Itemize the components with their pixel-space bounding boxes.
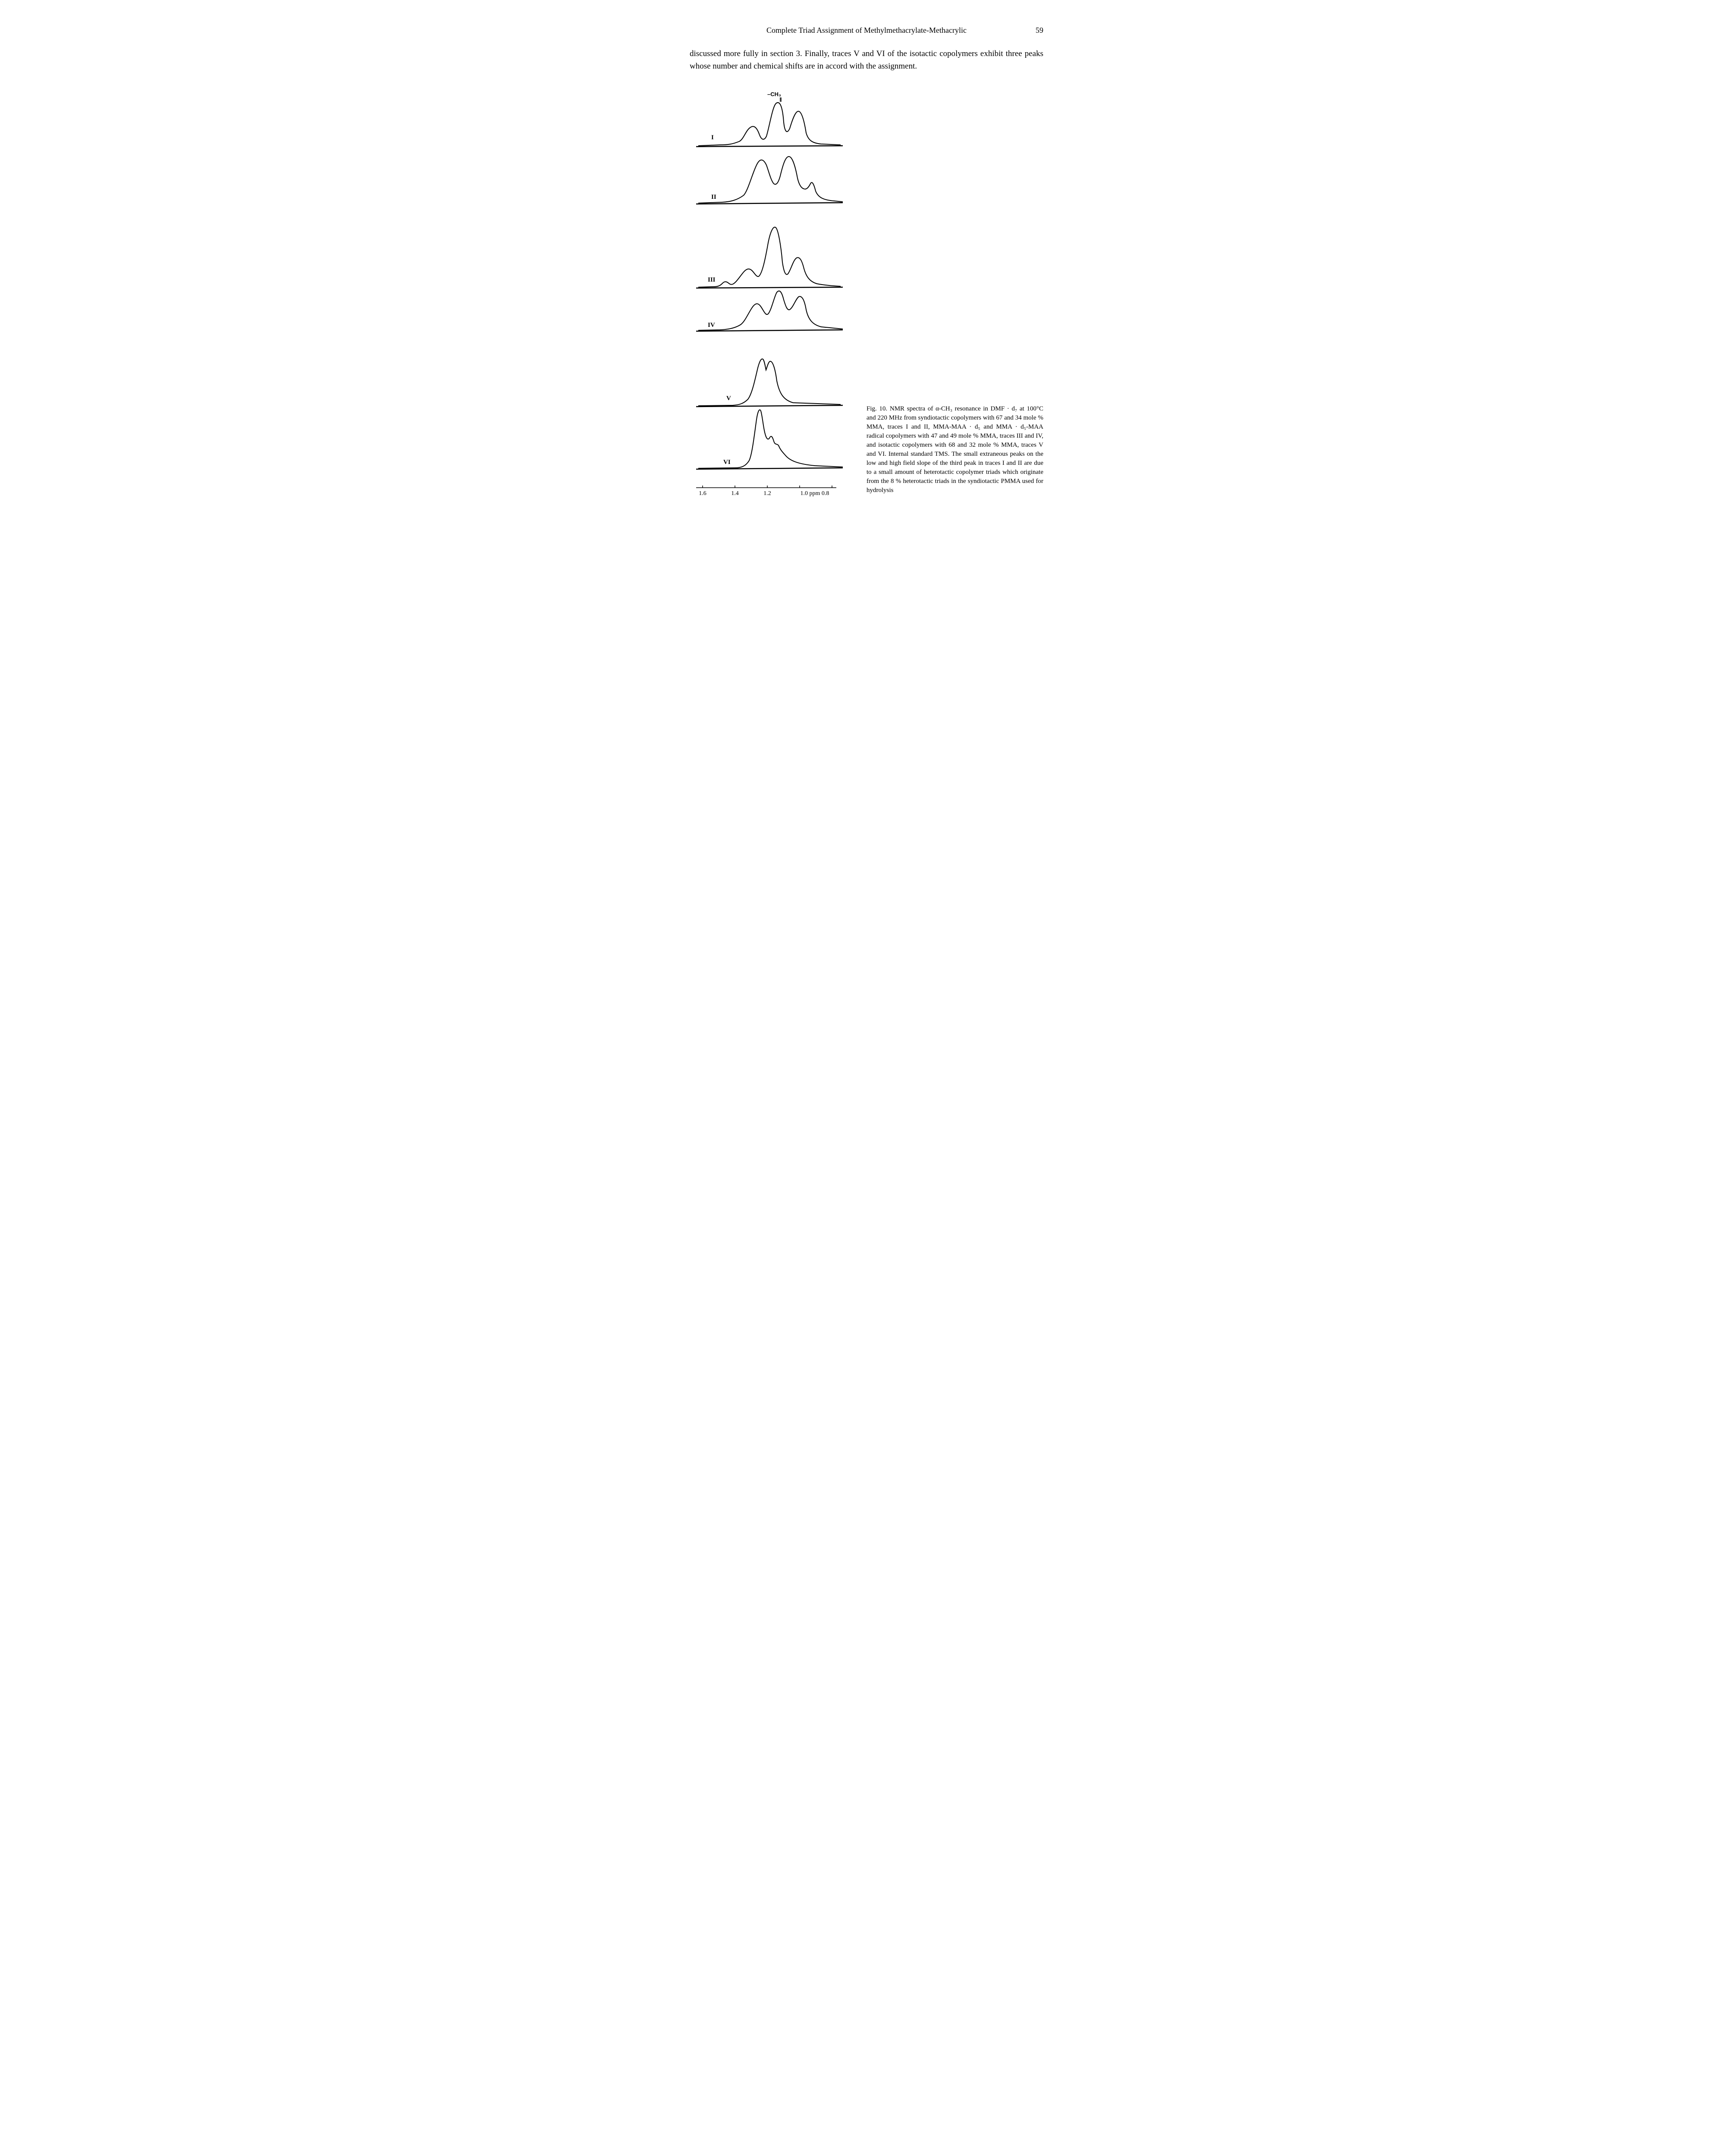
- trace-3-baseline: [696, 287, 843, 288]
- running-title: Complete Triad Assignment of Methylmetha…: [707, 26, 1026, 35]
- trace-1-curve: [698, 103, 841, 146]
- ch3-label: –CH₃: [767, 91, 781, 97]
- figure-column: –CH₃ I II III IV: [690, 90, 854, 499]
- body-paragraph: discussed more fully in section 3. Final…: [690, 48, 1043, 72]
- trace-label-5: V: [726, 395, 731, 402]
- trace-label-4: IV: [708, 322, 715, 329]
- axis-tick-0: 1.6: [699, 490, 706, 497]
- trace-label-3: III: [708, 276, 716, 283]
- spectrum-group-1: –CH₃ I II: [690, 90, 854, 206]
- figure-caption: Fig. 10. NMR spectra of α-CH₃ resonance …: [866, 404, 1043, 499]
- trace-2-curve: [698, 157, 843, 203]
- axis-tick-2: 1.2: [763, 490, 771, 497]
- trace-1-baseline: [696, 146, 843, 147]
- trace-5-curve: [698, 359, 841, 406]
- spectrum-group-3: V VI: [690, 344, 854, 473]
- figure-and-caption: –CH₃ I II III IV: [690, 90, 1043, 499]
- page-header: Complete Triad Assignment of Methylmetha…: [690, 26, 1043, 35]
- axis-tick-3: 1.0 ppm 0.8: [801, 490, 829, 497]
- spectrum-svg-1: –CH₃ I II: [690, 90, 854, 206]
- trace-3-curve: [698, 227, 841, 287]
- trace-label-2: II: [711, 194, 716, 201]
- trace-6-curve: [698, 410, 843, 468]
- trace-2-baseline: [696, 203, 843, 204]
- trace-label-6: VI: [723, 459, 731, 466]
- spectrum-svg-2: III IV: [690, 217, 854, 333]
- page-number: 59: [1026, 26, 1043, 35]
- trace-4-curve: [698, 291, 843, 330]
- x-axis: 1.6 1.4 1.2 1.0 ppm 0.8: [690, 484, 854, 499]
- axis-tick-1: 1.4: [731, 490, 739, 497]
- spectrum-svg-3: V VI: [690, 344, 854, 473]
- spectrum-group-2: III IV: [690, 217, 854, 333]
- trace-label-1: I: [711, 134, 714, 141]
